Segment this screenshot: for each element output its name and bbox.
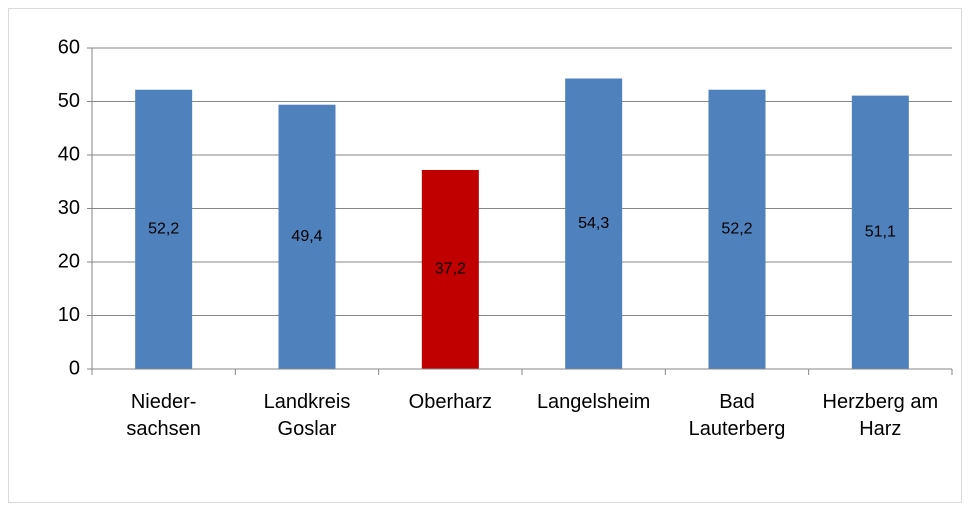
data-label: 37,2 — [435, 261, 466, 278]
y-tick-label: 20 — [58, 250, 80, 272]
x-tick-label: Bad Lauterberg — [688, 391, 786, 440]
bar — [135, 89, 193, 369]
x-tick-label: Nieder- sachsen — [126, 391, 201, 440]
bar — [278, 104, 336, 370]
data-label: 52,2 — [148, 221, 179, 238]
data-label: 54,3 — [578, 215, 609, 232]
bar — [565, 78, 623, 370]
y-tick-label: 50 — [58, 90, 80, 112]
data-label: 51,1 — [865, 224, 896, 241]
y-tick-label: 10 — [58, 304, 80, 326]
y-tick-label: 30 — [58, 197, 80, 219]
y-tick-label: 0 — [69, 357, 80, 379]
bar — [708, 89, 766, 369]
data-label: 52,2 — [721, 221, 752, 238]
y-tick-label: 60 — [58, 36, 80, 58]
x-tick-label: Oberharz — [408, 391, 493, 413]
x-tick-label: Langelsheim — [536, 391, 651, 413]
bar — [851, 95, 909, 370]
x-tick-label: Herzberg am Harz — [822, 391, 939, 440]
bar — [421, 169, 479, 369]
data-label: 49,4 — [291, 228, 322, 245]
x-tick-label: Landkreis Goslar — [263, 391, 351, 440]
y-tick-label: 40 — [58, 143, 80, 165]
